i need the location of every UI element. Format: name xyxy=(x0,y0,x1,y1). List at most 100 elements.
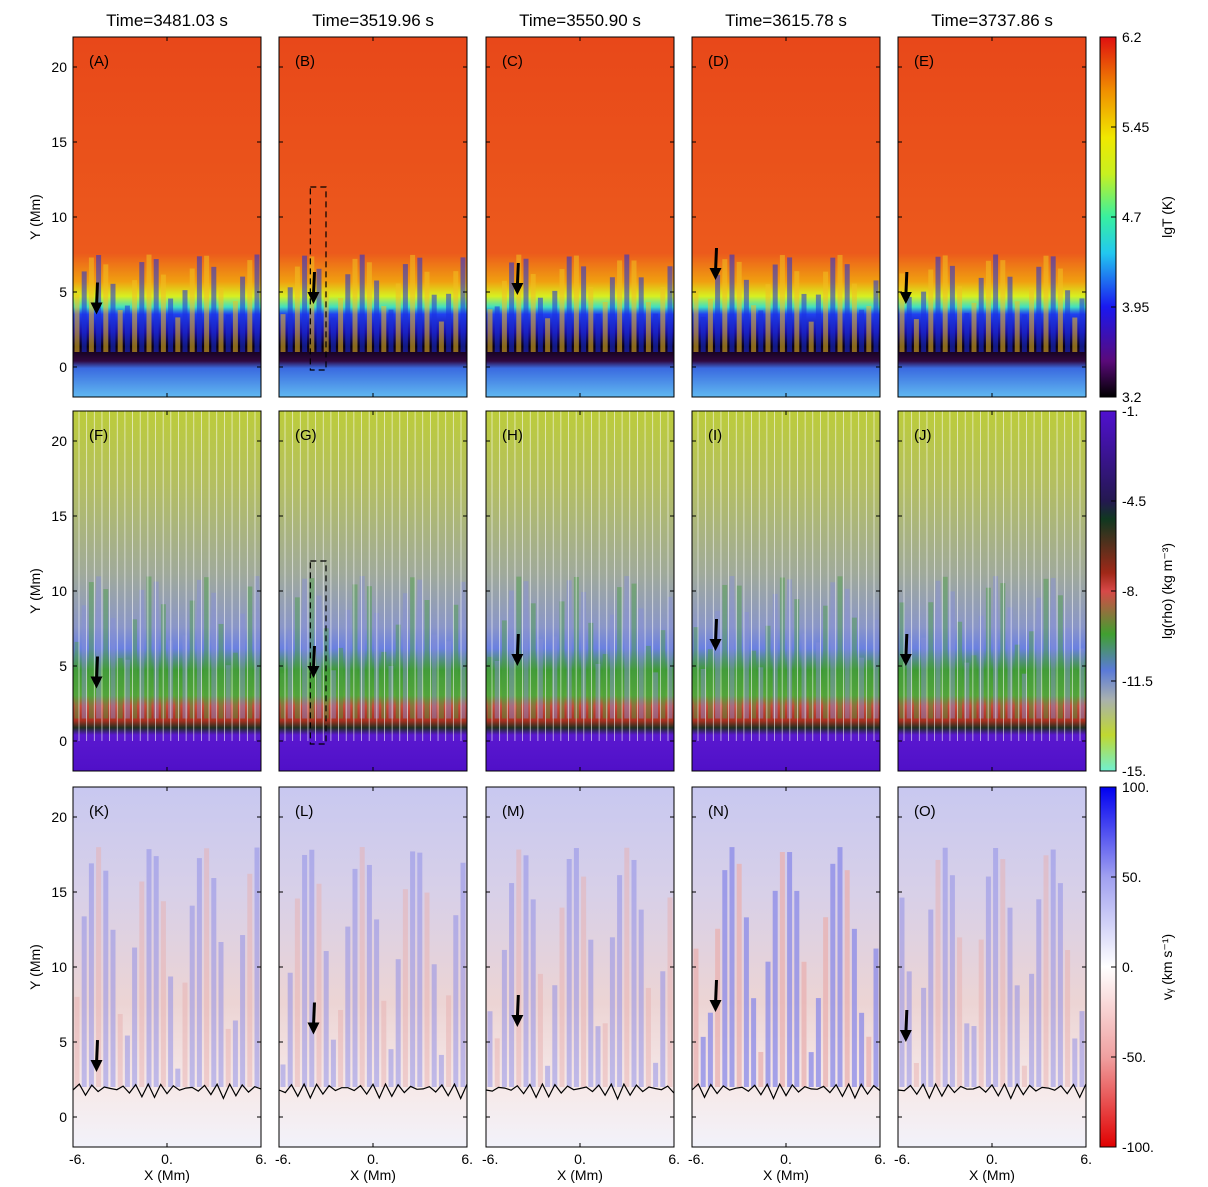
jet-streak xyxy=(624,576,630,719)
time-title: Time=3550.90 s xyxy=(519,11,641,30)
jet-streak xyxy=(566,580,572,719)
jet-streak xyxy=(844,264,850,352)
jet-streak xyxy=(309,578,315,719)
jet-streak xyxy=(815,998,821,1087)
jet-streak xyxy=(631,859,637,1087)
jet-streak xyxy=(211,266,217,352)
jet-streak xyxy=(942,255,948,352)
jet-streak xyxy=(631,260,637,352)
arrow-head xyxy=(307,292,320,304)
jet-streak xyxy=(189,268,195,352)
colorbar-label: lgT (K) xyxy=(1159,196,1175,238)
jet-streak xyxy=(175,1068,181,1087)
jet-streak xyxy=(168,976,174,1087)
jet-streak xyxy=(949,591,955,719)
jet-streak xyxy=(808,321,814,352)
jet-streak xyxy=(1043,255,1049,352)
jet-streak xyxy=(110,929,116,1087)
y-tick-label: 15 xyxy=(51,508,67,524)
time-title: Time=3481.03 s xyxy=(106,11,228,30)
x-axis-label: X (Mm) xyxy=(763,1167,809,1183)
jet-streak xyxy=(906,296,912,352)
jet-streak xyxy=(446,641,452,719)
jet-streak xyxy=(374,919,380,1087)
jet-streak xyxy=(330,1039,336,1087)
jet-streak xyxy=(985,876,991,1087)
panel-field xyxy=(73,411,261,771)
colorbar-tick-label: 6.2 xyxy=(1122,29,1142,45)
jet-streak xyxy=(417,257,423,352)
jet-streak xyxy=(124,305,130,352)
jet-streak xyxy=(218,623,224,719)
jet-streak xyxy=(722,870,728,1087)
jet-streak xyxy=(758,1051,764,1087)
jet-streak xyxy=(1057,268,1063,352)
panel-field xyxy=(898,787,1086,1147)
jet-streak xyxy=(1007,907,1013,1087)
jet-streak xyxy=(139,589,145,719)
panel: (O) xyxy=(897,786,1087,1148)
jet-streak xyxy=(801,633,807,719)
jet-streak xyxy=(1079,1011,1085,1087)
colorbar-tick-label: 100. xyxy=(1122,779,1149,795)
jet-streak xyxy=(431,294,437,352)
x-tick-label: 0. xyxy=(574,1151,586,1167)
jet-streak xyxy=(949,875,955,1087)
jet-streak xyxy=(1079,298,1085,352)
jet-streak xyxy=(103,264,109,352)
jet-streak xyxy=(595,313,601,352)
jet-streak xyxy=(935,256,941,352)
jet-streak xyxy=(707,298,713,352)
jet-streak xyxy=(146,254,152,352)
jet-streak xyxy=(96,847,102,1087)
jet-streak xyxy=(352,584,358,719)
jet-streak xyxy=(381,306,387,352)
jet-streak xyxy=(971,655,977,719)
dashed-box xyxy=(309,186,327,371)
jet-streak xyxy=(240,613,246,719)
jet-streak xyxy=(509,883,515,1087)
jet-streak xyxy=(1000,859,1006,1087)
jet-streak xyxy=(323,628,329,719)
jet-streak xyxy=(1000,260,1006,352)
panel-field xyxy=(898,37,1086,397)
jet-streak xyxy=(287,972,293,1087)
panel-field xyxy=(692,37,880,397)
jet-streak xyxy=(743,612,749,719)
x-tick-label: 0. xyxy=(986,1151,998,1167)
x-axis-label: X (Mm) xyxy=(144,1167,190,1183)
jet-streak xyxy=(247,586,253,719)
colorbar-tick-label: 0. xyxy=(1122,959,1134,975)
colorbar-tick-label: 3.2 xyxy=(1122,389,1142,405)
jet-streak xyxy=(1029,287,1035,352)
arrow-head xyxy=(90,676,103,689)
jet-streak xyxy=(545,1065,551,1087)
panel: (G) xyxy=(278,410,468,772)
jet-streak xyxy=(899,602,905,719)
jet-streak xyxy=(787,257,793,352)
jet-streak xyxy=(196,858,202,1087)
jet-streak xyxy=(866,1036,872,1087)
jet-streak xyxy=(204,577,210,719)
arrow-head xyxy=(90,1060,103,1072)
arrow-head xyxy=(307,666,320,678)
jet-streak xyxy=(602,301,608,352)
jet-streak xyxy=(132,280,138,352)
panel-field xyxy=(279,37,467,397)
jet-streak xyxy=(964,662,970,719)
jet-streak xyxy=(254,576,260,719)
jet-streak xyxy=(338,298,344,352)
panel: (C) xyxy=(485,36,675,398)
jet-streak xyxy=(139,881,145,1087)
panel-field xyxy=(486,37,674,397)
jet-streak xyxy=(338,1009,344,1087)
jet-streak xyxy=(779,255,785,352)
jet-streak xyxy=(225,314,231,352)
panel: (A) xyxy=(72,36,262,398)
jet-streak xyxy=(359,576,365,719)
jet-streak xyxy=(316,268,322,352)
jet-streak xyxy=(460,257,466,352)
jet-streak xyxy=(247,873,253,1087)
jet-streak xyxy=(957,937,963,1087)
jet-streak xyxy=(837,847,843,1087)
